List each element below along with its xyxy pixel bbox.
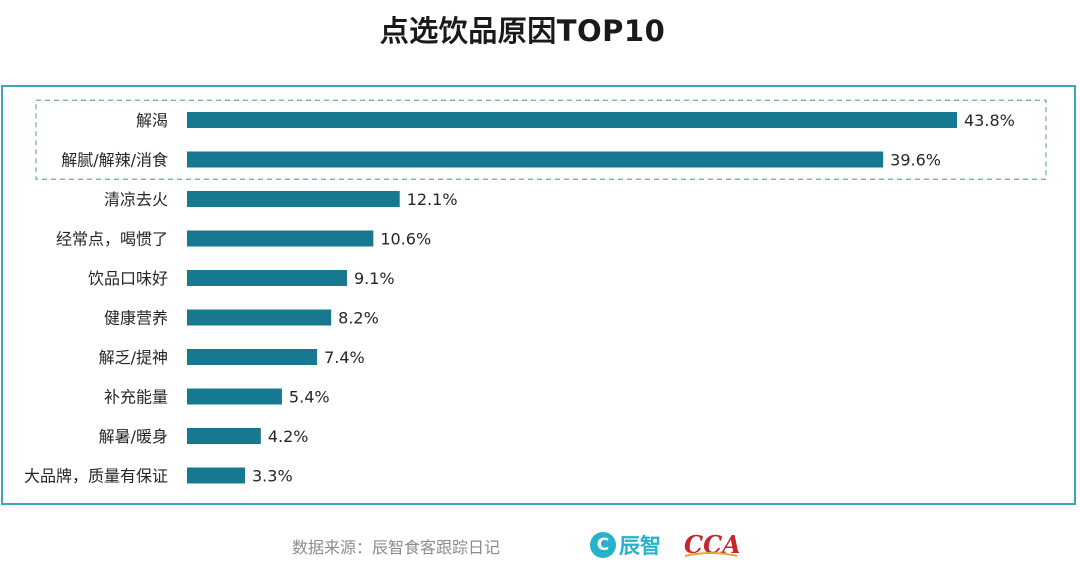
value-label: 9.1% <box>354 269 395 288</box>
bar <box>187 349 318 365</box>
bar <box>187 388 282 405</box>
highlight-box <box>35 99 1047 180</box>
value-label: 8.2% <box>338 309 379 328</box>
bar-row: 清凉去火 12.1% <box>104 190 458 209</box>
bar-row: 饮品口味好 9.1% <box>88 269 395 288</box>
bar <box>187 230 374 247</box>
bar-row: 健康营养 8.2% <box>104 309 379 328</box>
bar-row: 解渴 43.8% <box>136 111 1015 130</box>
bar <box>187 191 400 207</box>
chart-title: 点选饮品原因TOP10 <box>379 14 666 48</box>
category-label: 清凉去火 <box>104 190 168 209</box>
bar-row: 大品牌，质量有保证 3.3% <box>24 467 293 486</box>
bar <box>187 467 246 484</box>
data-source-note: 数据来源：辰智食客跟踪日记 <box>292 538 501 557</box>
bar <box>187 428 261 444</box>
bar-row: 解腻/解辣/消食 39.6% <box>61 151 941 170</box>
category-label: 饮品口味好 <box>88 269 168 288</box>
bar-row: 补充能量 5.4% <box>104 388 330 407</box>
value-label: 39.6% <box>890 151 941 170</box>
cca-logo-swoosh <box>684 552 738 557</box>
cca-logo: CCA <box>684 530 739 559</box>
bar-row: 解暑/暖身 4.2% <box>99 427 309 446</box>
bar <box>187 309 332 326</box>
value-label: 10.6% <box>380 230 431 249</box>
category-label: 经常点，喝惯了 <box>56 230 168 249</box>
category-label: 解腻/解辣/消食 <box>61 151 168 170</box>
value-label: 5.4% <box>289 388 330 407</box>
bar <box>187 270 347 286</box>
value-label: 12.1% <box>407 190 458 209</box>
bar <box>187 151 884 168</box>
chenzhi-logo: C 辰智 <box>590 528 661 562</box>
category-label: 大品牌，质量有保证 <box>24 467 168 486</box>
value-label: 4.2% <box>268 427 309 446</box>
bar <box>187 112 957 128</box>
chenzhi-logo-icon: C <box>590 532 616 558</box>
category-label: 健康营养 <box>104 309 168 328</box>
bar-row: 解乏/提神 7.4% <box>99 348 365 367</box>
bar-row: 经常点，喝惯了 10.6% <box>56 230 431 249</box>
category-label: 解渴 <box>136 111 168 130</box>
chenzhi-logo-text: 辰智 <box>619 534 661 558</box>
category-label: 解乏/提神 <box>99 348 168 367</box>
value-label: 43.8% <box>964 111 1015 130</box>
chart-frame <box>1 85 1076 505</box>
category-label: 解暑/暖身 <box>99 427 168 446</box>
value-label: 7.4% <box>324 348 365 367</box>
category-label: 补充能量 <box>104 388 168 407</box>
value-label: 3.3% <box>252 467 293 486</box>
